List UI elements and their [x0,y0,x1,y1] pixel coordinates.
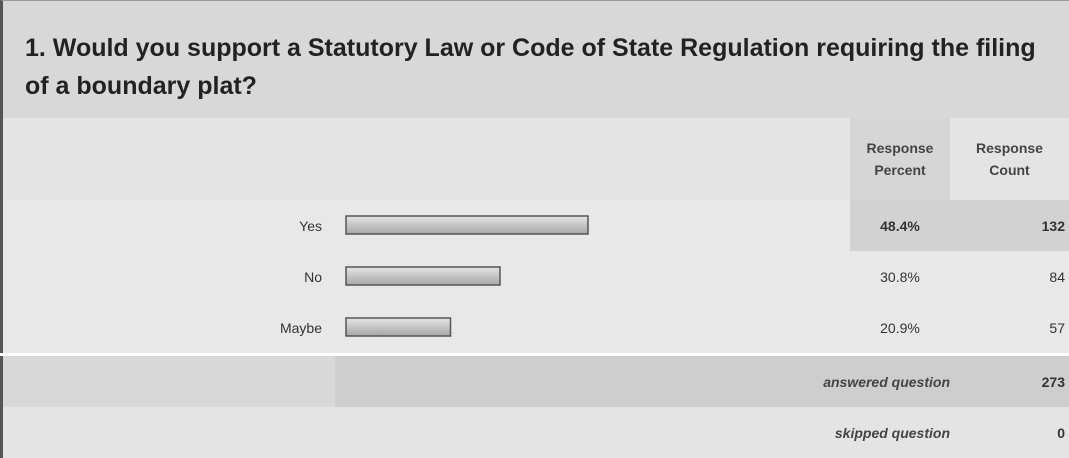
bar [345,266,501,286]
count-cell: 57 [950,302,1069,353]
category-label: No [304,268,322,285]
percent-cell: 20.9% [850,302,950,353]
question-title: 1. Would you support a Statutory Law or … [0,0,1069,118]
count-cell: 84 [950,251,1069,302]
header-percent: Response Percent [850,118,950,200]
category-label: Yes [299,217,322,234]
category-label: Maybe [279,319,322,336]
percent-cell: 30.8% [850,251,950,302]
bar [345,215,589,235]
footer-left [0,407,335,458]
count-cell: 132 [950,200,1069,251]
footer-left [0,356,335,407]
bar [345,317,452,337]
header-blank [0,118,850,200]
percent-cell: 48.4% [850,200,950,251]
footer-value: 273 [950,356,1069,407]
footer-value: 0 [950,407,1069,458]
header-count: Response Count [950,118,1069,200]
footer-label: answered question [335,356,950,407]
footer-label: skipped question [335,407,950,458]
